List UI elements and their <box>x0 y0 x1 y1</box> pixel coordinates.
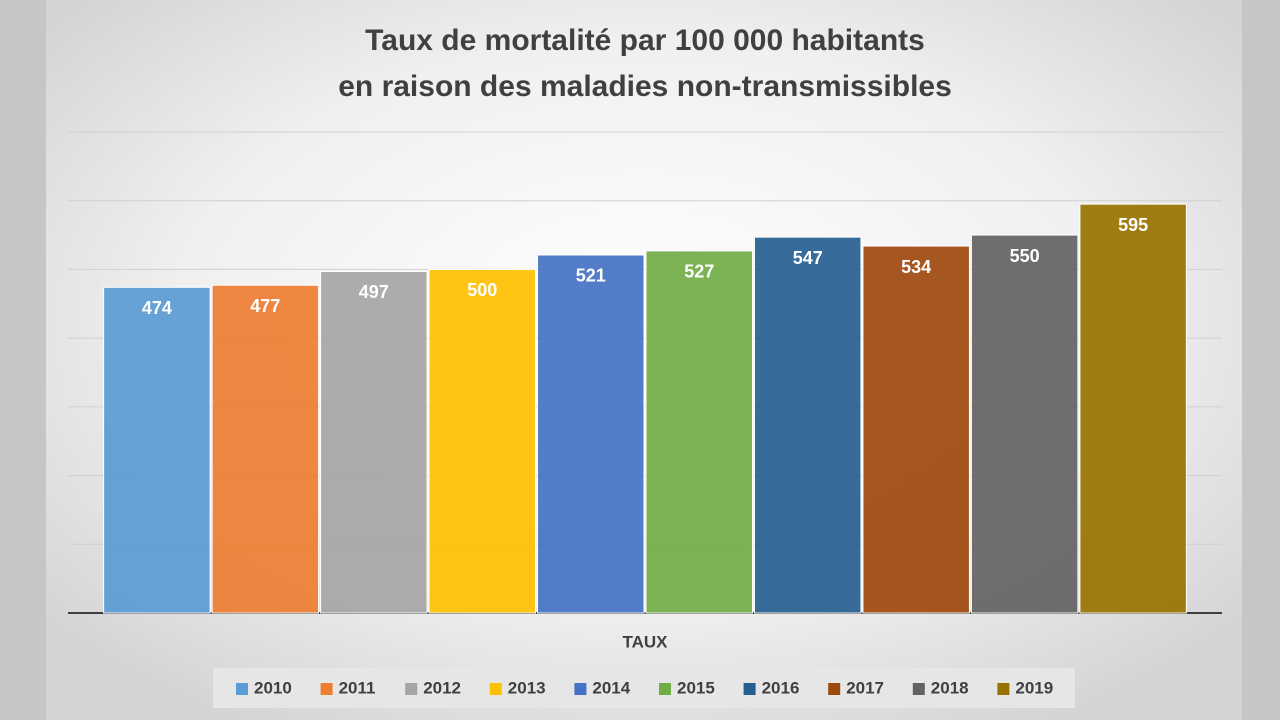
legend-label: 2013 <box>508 678 546 697</box>
legend-label: 2016 <box>762 678 800 697</box>
legend-swatch <box>236 683 248 695</box>
value-label: 550 <box>1010 246 1040 266</box>
value-label: 500 <box>467 280 497 300</box>
value-label: 534 <box>901 257 931 277</box>
legend-swatch <box>828 683 841 695</box>
legend-label: 2012 <box>423 678 461 697</box>
legend-background <box>213 668 1075 708</box>
chart-title: Taux de mortalité par 100 000 habitants <box>365 24 925 57</box>
bar <box>970 234 1079 614</box>
value-label: 497 <box>359 282 389 302</box>
chart-title: en raison des maladies non-transmissible… <box>338 70 952 103</box>
bar <box>428 268 537 614</box>
bar <box>862 245 970 614</box>
legend-swatch <box>405 683 418 695</box>
bar <box>320 270 428 614</box>
bar <box>103 286 211 614</box>
value-label: 595 <box>1118 215 1148 235</box>
legend-label: 2017 <box>846 678 884 697</box>
value-label: 521 <box>576 266 606 286</box>
bar <box>753 236 862 614</box>
bar <box>1079 203 1187 614</box>
x-tick-label: TAUX <box>622 632 668 651</box>
bar <box>645 250 753 614</box>
legend-swatch <box>743 683 756 695</box>
legend-label: 2014 <box>592 678 630 697</box>
legend-swatch <box>489 683 502 695</box>
legend-label: 2010 <box>254 678 292 697</box>
value-label: 474 <box>142 298 172 318</box>
legend-label: 2015 <box>677 678 715 697</box>
value-label: 477 <box>250 296 280 316</box>
legend-swatch <box>320 683 333 695</box>
legend-swatch <box>659 683 671 695</box>
legend-swatch <box>574 683 587 695</box>
legend-swatch <box>912 683 925 695</box>
legend-swatch <box>997 683 1010 695</box>
legend-label: 2019 <box>1015 678 1053 697</box>
legend-label: 2011 <box>339 678 376 697</box>
value-label: 547 <box>793 248 823 268</box>
bar <box>537 254 645 614</box>
legend-label: 2018 <box>931 678 969 697</box>
value-label: 527 <box>684 262 714 282</box>
bar <box>211 284 320 614</box>
